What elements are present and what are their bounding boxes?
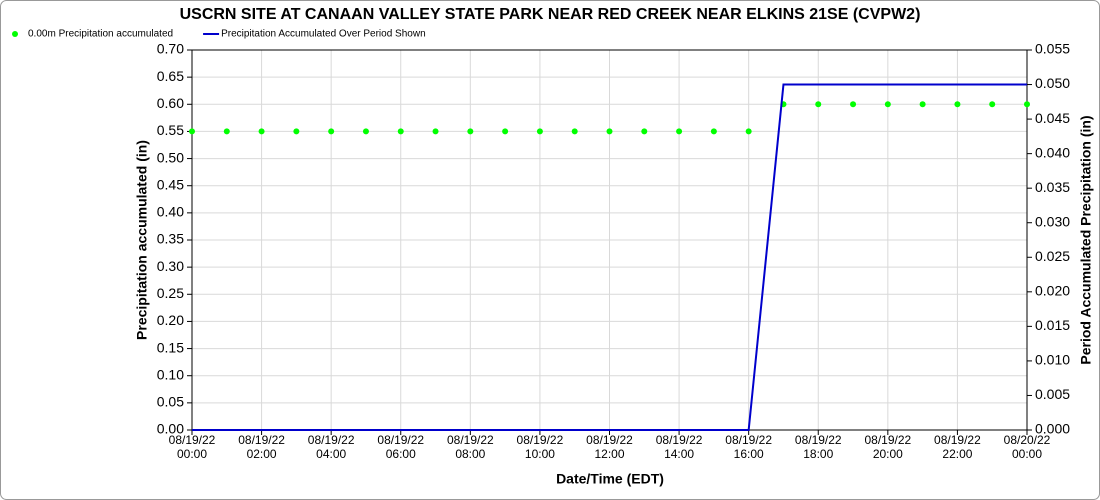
x-tick-label: 08/19/22 16:00 xyxy=(725,433,772,461)
y2-tick-label: 0.035 xyxy=(1035,179,1070,195)
data-point xyxy=(815,101,822,108)
y-tick-label: 0.40 xyxy=(157,204,184,220)
legend-label: Precipitation Accumulated Over Period Sh… xyxy=(221,29,426,40)
y-tick-label: 0.00 xyxy=(157,421,184,437)
y2-tick-label: 0.050 xyxy=(1035,75,1070,91)
data-point xyxy=(884,101,891,108)
y2-tick-label: 0.000 xyxy=(1035,421,1070,437)
data-point xyxy=(606,128,613,135)
data-point xyxy=(954,101,961,108)
y-tick-label: 0.65 xyxy=(157,68,184,84)
y-tick-label: 0.50 xyxy=(157,149,184,165)
data-point xyxy=(710,128,717,135)
y-tick-label: 0.05 xyxy=(157,394,184,410)
x-axis-label: Date/Time (EDT) xyxy=(556,471,664,487)
data-point xyxy=(467,128,474,135)
data-point xyxy=(362,128,369,135)
y2-tick-label: 0.020 xyxy=(1035,283,1070,299)
y-tick-label: 0.10 xyxy=(157,366,184,382)
y-tick-label: 0.45 xyxy=(157,176,184,192)
x-tick-label: 08/19/22 04:00 xyxy=(308,433,355,461)
x-tick-label: 08/19/22 12:00 xyxy=(586,433,633,461)
y2-axis-label: Period Accumulated Precipitation (in) xyxy=(1078,115,1094,364)
legend-label: 0.00m Precipitation accumulated xyxy=(28,29,173,40)
y-tick-label: 0.25 xyxy=(157,285,184,301)
data-point xyxy=(328,128,335,135)
y-tick-label: 0.20 xyxy=(157,312,184,328)
x-tick-label: 08/20/22 00:00 xyxy=(1004,433,1051,461)
x-tick-label: 08/19/22 20:00 xyxy=(864,433,911,461)
data-point xyxy=(223,128,230,135)
legend-item: 0.00m Precipitation accumulated xyxy=(12,29,173,40)
data-point xyxy=(745,128,752,135)
data-point xyxy=(919,101,926,108)
y-tick-label: 0.15 xyxy=(157,339,184,355)
y-tick-label: 0.30 xyxy=(157,258,184,274)
y-tick-label: 0.70 xyxy=(157,41,184,57)
x-tick-label: 08/19/22 02:00 xyxy=(238,433,285,461)
x-tick-label: 08/19/22 22:00 xyxy=(934,433,981,461)
y2-tick-label: 0.055 xyxy=(1035,41,1070,57)
x-tick-label: 08/19/22 08:00 xyxy=(447,433,494,461)
chart-title: USCRN SITE AT CANAAN VALLEY STATE PARK N… xyxy=(180,6,921,23)
y2-tick-label: 0.010 xyxy=(1035,352,1070,368)
legend-item: Precipitation Accumulated Over Period Sh… xyxy=(203,29,426,40)
data-point xyxy=(571,128,578,135)
data-point xyxy=(676,128,683,135)
data-point xyxy=(397,128,404,135)
data-point xyxy=(258,128,265,135)
data-point xyxy=(432,128,439,135)
data-point xyxy=(1024,101,1030,108)
y-tick-label: 0.35 xyxy=(157,231,184,247)
y2-tick-label: 0.040 xyxy=(1035,144,1070,160)
x-tick-label: 08/19/22 18:00 xyxy=(795,433,842,461)
data-point xyxy=(293,128,300,135)
data-point xyxy=(641,128,648,135)
data-point xyxy=(536,128,543,135)
y2-tick-label: 0.005 xyxy=(1035,386,1070,402)
y2-tick-label: 0.025 xyxy=(1035,248,1070,264)
data-point xyxy=(989,101,996,108)
y-tick-label: 0.60 xyxy=(157,95,184,111)
data-point xyxy=(850,101,857,108)
y2-tick-label: 0.045 xyxy=(1035,110,1070,126)
x-tick-label: 08/19/22 00:00 xyxy=(169,433,216,461)
y2-tick-label: 0.015 xyxy=(1035,317,1070,333)
x-tick-label: 08/19/22 14:00 xyxy=(656,433,703,461)
y-axis-label: Precipitation accumulated (in) xyxy=(134,140,150,340)
data-line xyxy=(192,83,1027,431)
data-point xyxy=(502,128,509,135)
x-tick-label: 08/19/22 10:00 xyxy=(517,433,564,461)
y2-tick-label: 0.030 xyxy=(1035,213,1070,229)
data-point xyxy=(189,128,195,135)
x-tick-label: 08/19/22 06:00 xyxy=(377,433,424,461)
legend-swatch xyxy=(12,31,18,37)
y-tick-label: 0.55 xyxy=(157,122,184,138)
